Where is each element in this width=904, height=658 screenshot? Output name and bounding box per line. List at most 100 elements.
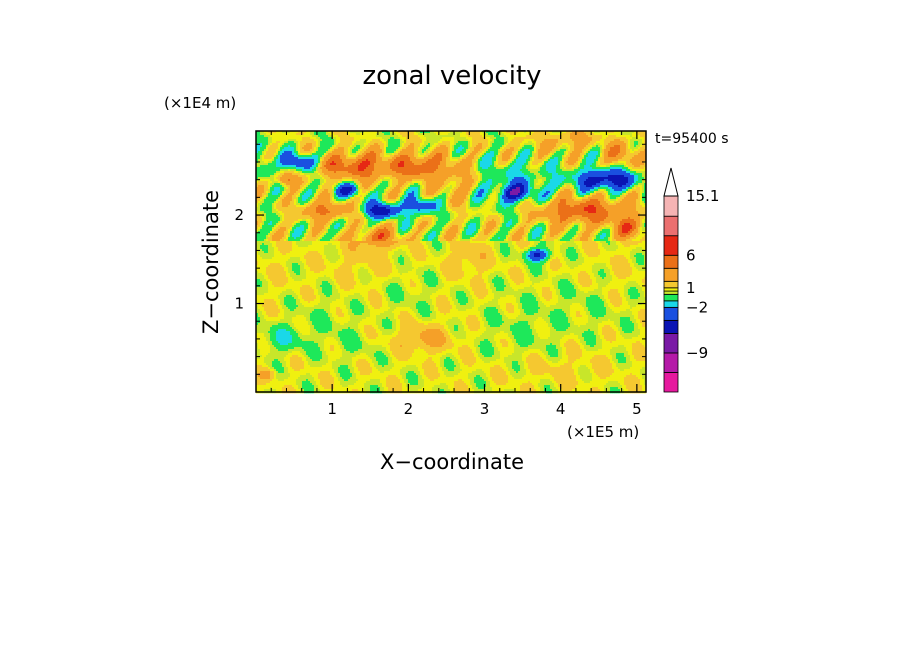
field-cell <box>350 171 353 174</box>
field-cell <box>334 151 337 154</box>
field-cell <box>642 153 645 156</box>
field-cell <box>434 131 437 134</box>
field-cell <box>258 141 261 144</box>
field-cell <box>560 179 563 182</box>
field-cell <box>514 147 517 150</box>
field-cell <box>516 151 519 154</box>
field-cell <box>416 171 419 174</box>
field-cell <box>562 141 565 144</box>
field-cell <box>398 131 401 134</box>
field-cell <box>640 147 643 150</box>
field-cell <box>458 175 461 178</box>
field-cell <box>378 161 381 164</box>
field-cell <box>298 159 301 162</box>
field-cell <box>286 145 289 148</box>
field-cell <box>544 175 547 178</box>
field-cell <box>640 131 643 134</box>
field-cell <box>262 169 265 172</box>
field-cell <box>578 141 581 144</box>
field-cell <box>358 153 361 156</box>
field-cell <box>516 137 519 140</box>
field-cell <box>314 139 317 142</box>
field-cell <box>510 145 513 148</box>
field-cell <box>396 155 399 158</box>
field-cell <box>328 155 331 158</box>
field-cell <box>370 131 373 134</box>
field-cell <box>372 151 375 154</box>
field-cell <box>282 163 285 166</box>
field-cell <box>580 155 583 158</box>
field-cell <box>324 173 327 176</box>
field-cell <box>522 149 525 152</box>
field-cell <box>500 151 503 154</box>
field-cell <box>292 157 295 160</box>
field-cell <box>598 165 601 168</box>
field-cell <box>574 173 577 176</box>
field-cell <box>274 151 277 154</box>
field-cell <box>410 179 413 182</box>
field-cell <box>538 175 541 178</box>
field-cell <box>544 157 547 160</box>
field-cell <box>306 165 309 168</box>
field-cell <box>374 177 377 180</box>
field-cell <box>286 137 289 140</box>
field-cell <box>326 181 329 184</box>
field-cell <box>346 149 349 152</box>
field-cell <box>262 155 265 158</box>
field-cell <box>386 155 389 158</box>
field-cell <box>602 179 605 182</box>
field-cell <box>614 137 617 140</box>
field-cell <box>280 149 283 152</box>
field-cell <box>564 147 567 150</box>
field-cell <box>444 179 447 182</box>
field-cell <box>466 167 469 170</box>
field-cell <box>550 143 553 146</box>
field-cell <box>524 177 527 180</box>
field-cell <box>312 167 315 170</box>
field-cell <box>320 157 323 160</box>
field-cell <box>470 135 473 138</box>
field-cell <box>628 161 631 164</box>
field-cell <box>488 131 491 134</box>
field-cell <box>562 163 565 166</box>
field-cell <box>320 173 323 176</box>
field-cell <box>454 147 457 150</box>
field-cell <box>546 151 549 154</box>
field-cell <box>492 135 495 138</box>
field-cell <box>616 165 619 168</box>
field-cell <box>476 149 479 152</box>
field-cell <box>566 169 569 172</box>
field-cell <box>424 181 427 184</box>
field-cell <box>542 157 545 160</box>
field-cell <box>524 145 527 148</box>
field-cell <box>620 143 623 146</box>
field-cell <box>258 157 261 160</box>
field-cell <box>366 131 369 134</box>
field-cell <box>494 141 497 144</box>
field-cell <box>534 149 537 152</box>
field-cell <box>546 165 549 168</box>
field-cell <box>404 157 407 160</box>
field-cell <box>284 159 287 162</box>
field-cell <box>588 151 591 154</box>
field-cell <box>366 133 369 136</box>
field-cell <box>278 143 281 146</box>
field-cell <box>332 179 335 182</box>
field-cell <box>538 157 541 160</box>
field-cell <box>506 151 509 154</box>
field-cell <box>402 157 405 160</box>
field-cell <box>364 161 367 164</box>
field-cell <box>384 141 387 144</box>
field-cell <box>416 157 419 160</box>
field-cell <box>276 149 279 152</box>
field-cell <box>404 171 407 174</box>
field-cell <box>464 147 467 150</box>
field-cell <box>452 161 455 164</box>
field-cell <box>488 139 491 142</box>
field-cell <box>420 151 423 154</box>
field-cell <box>528 173 531 176</box>
field-cell <box>472 147 475 150</box>
field-cell <box>256 151 259 154</box>
field-cell <box>498 147 501 150</box>
field-cell <box>358 173 361 176</box>
